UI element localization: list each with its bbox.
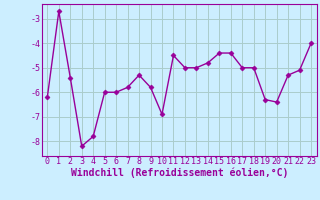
X-axis label: Windchill (Refroidissement éolien,°C): Windchill (Refroidissement éolien,°C) — [70, 168, 288, 178]
